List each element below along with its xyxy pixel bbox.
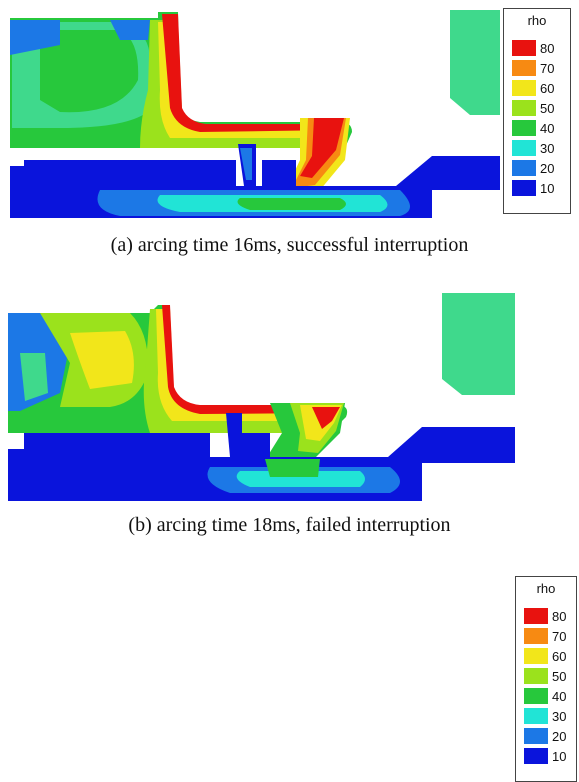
legend-label: 40 [552,688,567,704]
legend-swatch [512,160,536,176]
contour-plot-b: rho 80 70 60 50 40 30 20 [0,283,579,782]
legend-entry: 70 [524,627,566,645]
legend-swatch [512,140,536,156]
legend-label: 10 [552,748,567,764]
legend-label: 70 [540,60,555,76]
legend-entry: 50 [524,667,566,685]
legend-swatch [512,80,536,96]
legend-label: 80 [552,608,567,624]
legend-entry: 30 [524,707,566,725]
legend-swatch [512,120,536,136]
legend-entry: 40 [512,119,554,137]
contour-plot-a: rho 80 70 60 50 40 30 20 [0,0,579,220]
legend-swatch [524,628,548,644]
density-contour-a [10,10,500,218]
legend-title: rho [536,581,556,596]
legend-swatch [524,748,548,764]
legend-swatch [512,180,536,196]
legend-label: 50 [540,100,555,116]
legend-entry: 40 [524,687,566,705]
legend-a: rho 80 70 60 50 40 30 20 [503,8,571,214]
legend-label: 80 [540,40,555,56]
legend-label: 70 [552,628,567,644]
legend-label: 10 [540,180,555,196]
legend-swatch [524,728,548,744]
legend-b: rho 80 70 60 50 40 30 20 [515,576,577,782]
legend-swatch [524,688,548,704]
legend-label: 30 [540,140,555,156]
legend-swatch [524,708,548,724]
legend-swatch [524,668,548,684]
legend-entry: 20 [524,727,566,745]
caption-b: (b) arcing time 18ms, failed interruptio… [128,514,451,536]
legend-label: 60 [552,648,567,664]
legend-label: 40 [540,120,555,136]
legend-entry: 80 [524,607,566,625]
legend-title: rho [527,13,547,28]
caption-a: (a) arcing time 16ms, successful interru… [110,234,469,256]
legend-label: 60 [540,80,555,96]
density-contour-b [8,293,515,501]
legend-entry: 70 [512,59,554,77]
legend-entry: 50 [512,99,554,117]
legend-label: 20 [540,160,555,176]
legend-entry: 30 [512,139,554,157]
legend-label: 20 [552,728,567,744]
legend-swatch [524,608,548,624]
legend-entry: 80 [512,39,554,57]
legend-swatch [524,648,548,664]
legend-entry: 20 [512,159,554,177]
legend-swatch [512,60,536,76]
legend-entry: 60 [524,647,566,665]
legend-entry: 10 [512,179,554,197]
legend-swatch [512,100,536,116]
legend-entry: 60 [512,79,554,97]
legend-label: 30 [552,708,567,724]
legend-swatch [512,40,536,56]
legend-label: 50 [552,668,567,684]
legend-entry: 10 [524,747,566,765]
